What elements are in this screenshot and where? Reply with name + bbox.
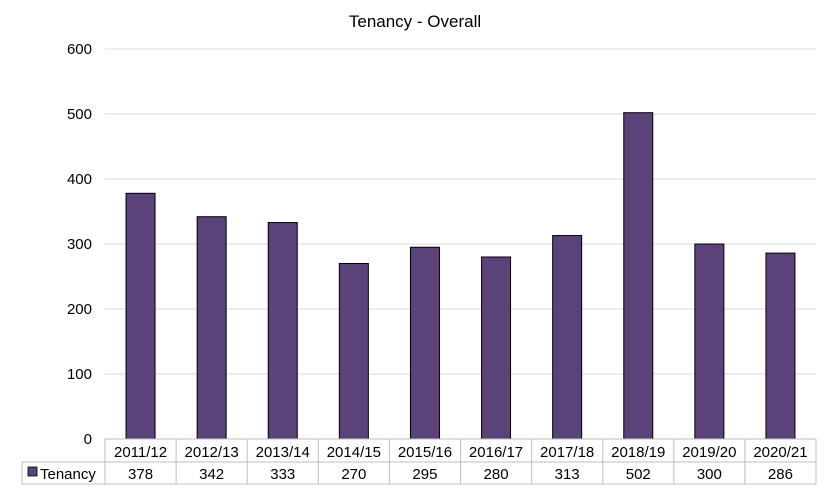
x-tick-label: 2013/14 [256,444,310,461]
x-tick-label: 2014/15 [327,444,381,461]
x-tick-label: 2011/12 [114,444,167,461]
bar [623,112,654,440]
x-tick-label: 2018/19 [611,444,665,461]
y-tick-label: 600 [67,41,92,58]
bar [552,235,583,440]
data-label: 502 [626,466,651,483]
x-tick-label: 2015/16 [398,444,452,461]
y-tick-label: 400 [67,171,92,188]
data-label: 378 [128,466,153,483]
bar [694,243,725,440]
legend-swatch [27,466,38,477]
y-tick-label: 500 [67,106,92,123]
bar [409,246,440,440]
bar [267,222,298,440]
data-label: 280 [484,466,509,483]
data-label: 313 [555,466,580,483]
data-label: 270 [341,466,366,483]
bar [125,192,156,440]
bar [481,256,512,440]
data-label: 300 [697,466,722,483]
bars [125,112,796,440]
y-axis-ticks: 0 100 200 300 400 500 600 [67,41,92,448]
x-tick-label: 2012/13 [185,444,239,461]
data-label: 333 [270,466,295,483]
bar [338,263,369,440]
bar [765,252,796,440]
y-tick-label: 300 [67,236,92,253]
x-tick-label: 2020/21 [753,444,807,461]
x-tick-label: 2017/18 [540,444,594,461]
bar [196,216,227,440]
y-tick-label: 100 [67,366,92,383]
x-tick-label: 2016/17 [469,444,523,461]
data-label: 342 [199,466,224,483]
legend-label: Tenancy [40,466,96,483]
data-label: 295 [412,466,437,483]
chart-title: Tenancy - Overall [349,12,481,31]
data-table: 2011/12 378 2012/13 342 2013/14 333 2014/15 270… [21,438,817,485]
y-tick-label: 0 [84,431,92,448]
data-label: 286 [768,466,793,483]
x-tick-label: 2019/20 [682,444,736,461]
y-tick-label: 200 [67,301,92,318]
